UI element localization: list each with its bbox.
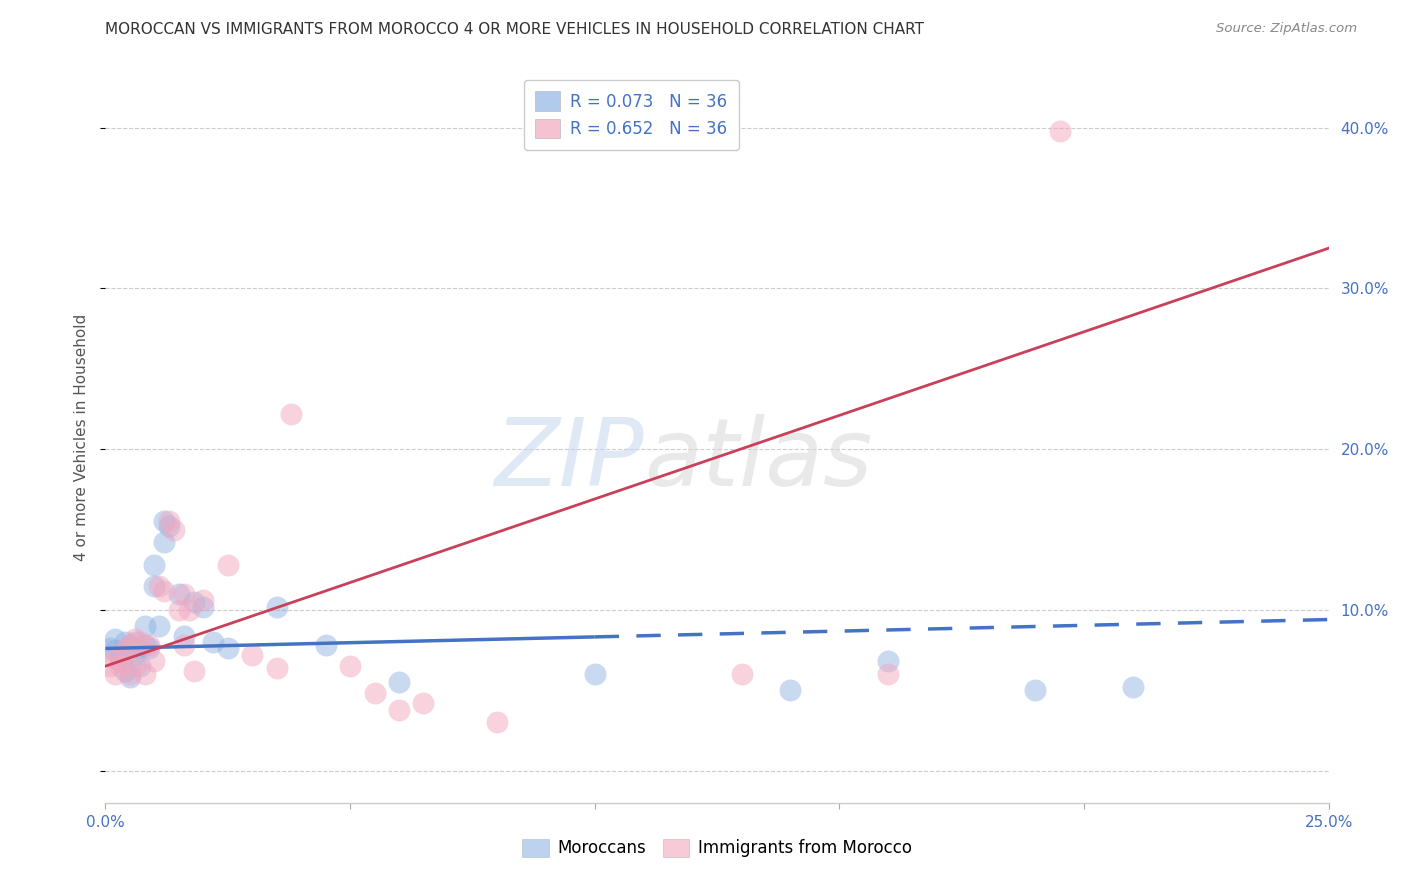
Point: [363, 686, 385, 700]
Point: [1024, 683, 1046, 698]
Y-axis label: 4 or more Vehicles in Household: 4 or more Vehicles in Household: [75, 313, 90, 561]
Point: [104, 651, 127, 665]
Point: [143, 654, 166, 668]
Point: [104, 643, 127, 657]
Point: [108, 659, 131, 673]
Point: [730, 667, 752, 681]
Point: [183, 595, 205, 609]
Point: [583, 667, 606, 681]
Point: [167, 587, 190, 601]
Text: Source: ZipAtlas.com: Source: ZipAtlas.com: [1216, 22, 1357, 36]
Point: [240, 648, 263, 662]
Point: [148, 619, 170, 633]
Point: [1049, 124, 1071, 138]
Point: [173, 638, 195, 652]
Point: [114, 635, 136, 649]
Point: [193, 593, 215, 607]
Point: [173, 629, 195, 643]
Point: [114, 643, 136, 657]
Point: [877, 654, 900, 668]
Point: [98, 641, 121, 656]
Point: [134, 619, 156, 633]
Point: [108, 651, 131, 665]
Point: [412, 696, 434, 710]
Point: [388, 702, 411, 716]
Point: [157, 519, 180, 533]
Point: [280, 407, 302, 421]
Point: [128, 659, 150, 673]
Point: [138, 641, 160, 656]
Point: [202, 635, 225, 649]
Point: [339, 659, 361, 673]
Point: [193, 599, 215, 614]
Point: [104, 667, 127, 681]
Point: [118, 638, 141, 652]
Point: [217, 641, 239, 656]
Point: [128, 641, 150, 656]
Point: [98, 659, 121, 673]
Text: ZIP: ZIP: [494, 414, 644, 505]
Point: [143, 579, 166, 593]
Point: [163, 523, 186, 537]
Point: [108, 654, 131, 668]
Point: [134, 638, 156, 652]
Point: [315, 638, 337, 652]
Point: [779, 683, 801, 698]
Point: [148, 579, 170, 593]
Point: [118, 638, 141, 652]
Point: [388, 675, 411, 690]
Point: [114, 664, 136, 678]
Point: [1122, 680, 1144, 694]
Text: MOROCCAN VS IMMIGRANTS FROM MOROCCO 4 OR MORE VEHICLES IN HOUSEHOLD CORRELATION : MOROCCAN VS IMMIGRANTS FROM MOROCCO 4 OR…: [105, 22, 925, 37]
Point: [153, 535, 176, 549]
Point: [167, 603, 190, 617]
Point: [157, 515, 180, 529]
Point: [183, 664, 205, 678]
Point: [877, 667, 900, 681]
Point: [177, 603, 200, 617]
Point: [485, 715, 508, 730]
Point: [134, 667, 156, 681]
Point: [143, 558, 166, 572]
Point: [124, 635, 146, 649]
Point: [104, 632, 127, 646]
Point: [217, 558, 239, 572]
Point: [108, 651, 131, 665]
Point: [266, 661, 288, 675]
Point: [128, 635, 150, 649]
Point: [173, 587, 195, 601]
Point: [153, 515, 176, 529]
Text: atlas: atlas: [644, 414, 872, 505]
Point: [118, 670, 141, 684]
Legend: Moroccans, Immigrants from Morocco: Moroccans, Immigrants from Morocco: [516, 832, 918, 864]
Point: [138, 638, 160, 652]
Point: [124, 632, 146, 646]
Point: [124, 659, 146, 673]
Point: [266, 599, 288, 614]
Point: [153, 583, 176, 598]
Point: [124, 648, 146, 662]
Point: [118, 667, 141, 681]
